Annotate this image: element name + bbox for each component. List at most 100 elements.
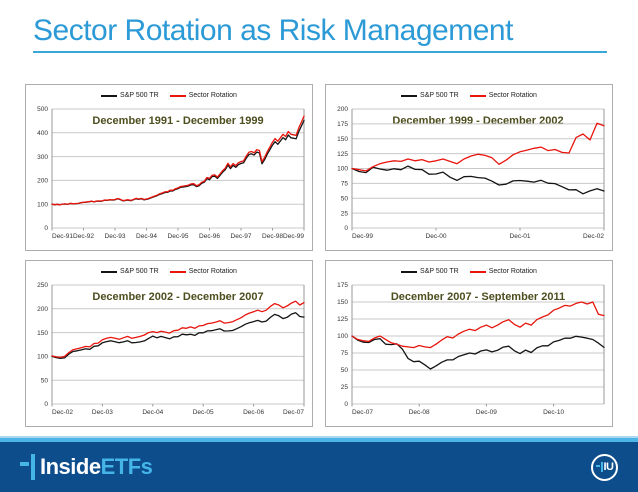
- legend-label: Sector Rotation: [188, 92, 237, 99]
- svg-text:75: 75: [341, 181, 349, 188]
- svg-text:50: 50: [41, 377, 49, 384]
- svg-text:300: 300: [37, 154, 48, 161]
- legend-label: Sector Rotation: [188, 268, 237, 275]
- legend-label: Sector Rotation: [488, 92, 537, 99]
- svg-text:Dec-09: Dec-09: [476, 409, 497, 416]
- red-line-swatch-icon: [469, 94, 486, 97]
- insideetfs-mark-icon: [20, 454, 35, 480]
- footer: InsideETFs IU: [0, 436, 638, 492]
- svg-text:Dec-97: Dec-97: [231, 233, 252, 240]
- svg-text:50: 50: [341, 196, 349, 203]
- line-chart-svg: 0 25 50 75 100 125 150 175 200 Dec-99 Dec-00 Dec-01…: [337, 106, 605, 240]
- svg-text:Dec-07: Dec-07: [352, 409, 373, 416]
- footer-bar: InsideETFs IU: [0, 442, 638, 492]
- svg-text:100: 100: [337, 166, 348, 173]
- svg-text:200: 200: [37, 178, 48, 185]
- legend-item-sp500: S&P 500 TR: [101, 268, 159, 275]
- legend-item-sector-rotation: Sector Rotation: [469, 268, 537, 275]
- svg-text:50: 50: [341, 367, 349, 374]
- svg-text:25: 25: [341, 210, 349, 217]
- chart-legend: S&P 500 TR Sector Rotation: [26, 85, 312, 103]
- svg-text:150: 150: [37, 330, 48, 337]
- svg-text:250: 250: [37, 282, 48, 289]
- svg-text:Dec-01: Dec-01: [510, 233, 531, 240]
- iu-badge-inner: IU: [595, 461, 615, 473]
- svg-text:Dec-92: Dec-92: [73, 233, 94, 240]
- svg-text:Dec-07: Dec-07: [283, 409, 304, 416]
- svg-text:Dec-00: Dec-00: [426, 233, 447, 240]
- svg-text:500: 500: [37, 106, 48, 113]
- legend-label: S&P 500 TR: [420, 268, 459, 275]
- chart-panel-2002-2007: S&P 500 TR Sector Rotation December 2002…: [25, 260, 313, 427]
- svg-text:0: 0: [344, 401, 348, 408]
- line-chart-svg: 0 100 200 300 400 500 Dec-91 Dec-92 Dec-93 Dec-94…: [37, 106, 305, 240]
- legend-item-sp500: S&P 500 TR: [401, 92, 459, 99]
- svg-text:25: 25: [341, 384, 349, 391]
- svg-text:Dec-03: Dec-03: [92, 409, 113, 416]
- svg-text:Dec-04: Dec-04: [142, 409, 163, 416]
- svg-text:Dec-96: Dec-96: [199, 233, 220, 240]
- svg-text:125: 125: [337, 316, 348, 323]
- iu-badge-mark-icon: [595, 462, 603, 472]
- svg-text:75: 75: [341, 350, 349, 357]
- svg-text:100: 100: [37, 201, 48, 208]
- black-line-swatch-icon: [101, 94, 118, 97]
- svg-text:Dec-91: Dec-91: [52, 233, 73, 240]
- page-title: Sector Rotation as Risk Management: [33, 14, 513, 47]
- plot-area: December 1991 - December 1999 0 100 200 300…: [26, 103, 312, 250]
- black-line-swatch-icon: [401, 94, 418, 97]
- chart-panel-2007-2011: S&P 500 TR Sector Rotation December 2007…: [325, 260, 613, 427]
- legend-item-sector-rotation: Sector Rotation: [469, 92, 537, 99]
- footer-stripe-light: [0, 436, 638, 438]
- insideetfs-wordmark: InsideETFs: [40, 454, 153, 480]
- svg-text:400: 400: [37, 130, 48, 137]
- svg-text:Dec-98: Dec-98: [262, 233, 283, 240]
- chart-legend: S&P 500 TR Sector Rotation: [26, 261, 312, 279]
- chart-panel-1999-2002: S&P 500 TR Sector Rotation December 1999…: [325, 84, 613, 251]
- plot-area: December 2002 - December 2007 0 50 100 150 2…: [26, 279, 312, 426]
- svg-text:Dec-02: Dec-02: [52, 409, 73, 416]
- svg-text:200: 200: [37, 306, 48, 313]
- svg-text:Dec-02: Dec-02: [583, 233, 604, 240]
- iu-badge-text: IU: [603, 461, 615, 473]
- insideetfs-logo: InsideETFs: [20, 454, 153, 480]
- black-line-swatch-icon: [101, 270, 118, 273]
- legend-label: Sector Rotation: [488, 268, 537, 275]
- svg-text:Dec-95: Dec-95: [168, 233, 189, 240]
- brand-word-etfs: ETFs: [100, 454, 153, 479]
- svg-text:150: 150: [337, 299, 348, 306]
- title-underline: [33, 51, 607, 53]
- iu-badge: IU: [591, 453, 618, 481]
- legend-item-sp500: S&P 500 TR: [101, 92, 159, 99]
- red-line-swatch-icon: [469, 270, 486, 273]
- line-chart-svg: 0 25 50 75 100 125 150 175 Dec-07 Dec-08 Dec-09 Dec…: [337, 282, 605, 416]
- chart-legend: S&P 500 TR Sector Rotation: [326, 261, 612, 279]
- svg-text:125: 125: [337, 151, 348, 158]
- legend-label: S&P 500 TR: [120, 92, 159, 99]
- svg-text:Dec-10: Dec-10: [543, 409, 564, 416]
- svg-text:175: 175: [337, 121, 348, 128]
- svg-text:175: 175: [337, 282, 348, 289]
- svg-text:Dec-05: Dec-05: [193, 409, 214, 416]
- plot-area: December 2007 - September 2011 0 25 50 75 10…: [326, 279, 612, 426]
- svg-text:100: 100: [337, 333, 348, 340]
- legend-item-sp500: S&P 500 TR: [401, 268, 459, 275]
- svg-text:100: 100: [37, 354, 48, 361]
- chart-legend: S&P 500 TR Sector Rotation: [326, 85, 612, 103]
- svg-text:Dec-08: Dec-08: [409, 409, 430, 416]
- svg-text:0: 0: [44, 401, 48, 408]
- legend-item-sector-rotation: Sector Rotation: [169, 268, 237, 275]
- red-line-swatch-icon: [169, 94, 186, 97]
- legend-label: S&P 500 TR: [120, 268, 159, 275]
- chart-grid: S&P 500 TR Sector Rotation December 1991…: [25, 84, 613, 427]
- chart-panel-1991-1999: S&P 500 TR Sector Rotation December 1991…: [25, 84, 313, 251]
- svg-text:Dec-94: Dec-94: [136, 233, 157, 240]
- svg-text:Dec-99: Dec-99: [352, 233, 373, 240]
- legend-label: S&P 500 TR: [420, 92, 459, 99]
- svg-text:Dec-99: Dec-99: [283, 233, 304, 240]
- svg-text:0: 0: [44, 225, 48, 232]
- svg-text:0: 0: [344, 225, 348, 232]
- legend-item-sector-rotation: Sector Rotation: [169, 92, 237, 99]
- svg-text:200: 200: [337, 106, 348, 113]
- svg-text:150: 150: [337, 136, 348, 143]
